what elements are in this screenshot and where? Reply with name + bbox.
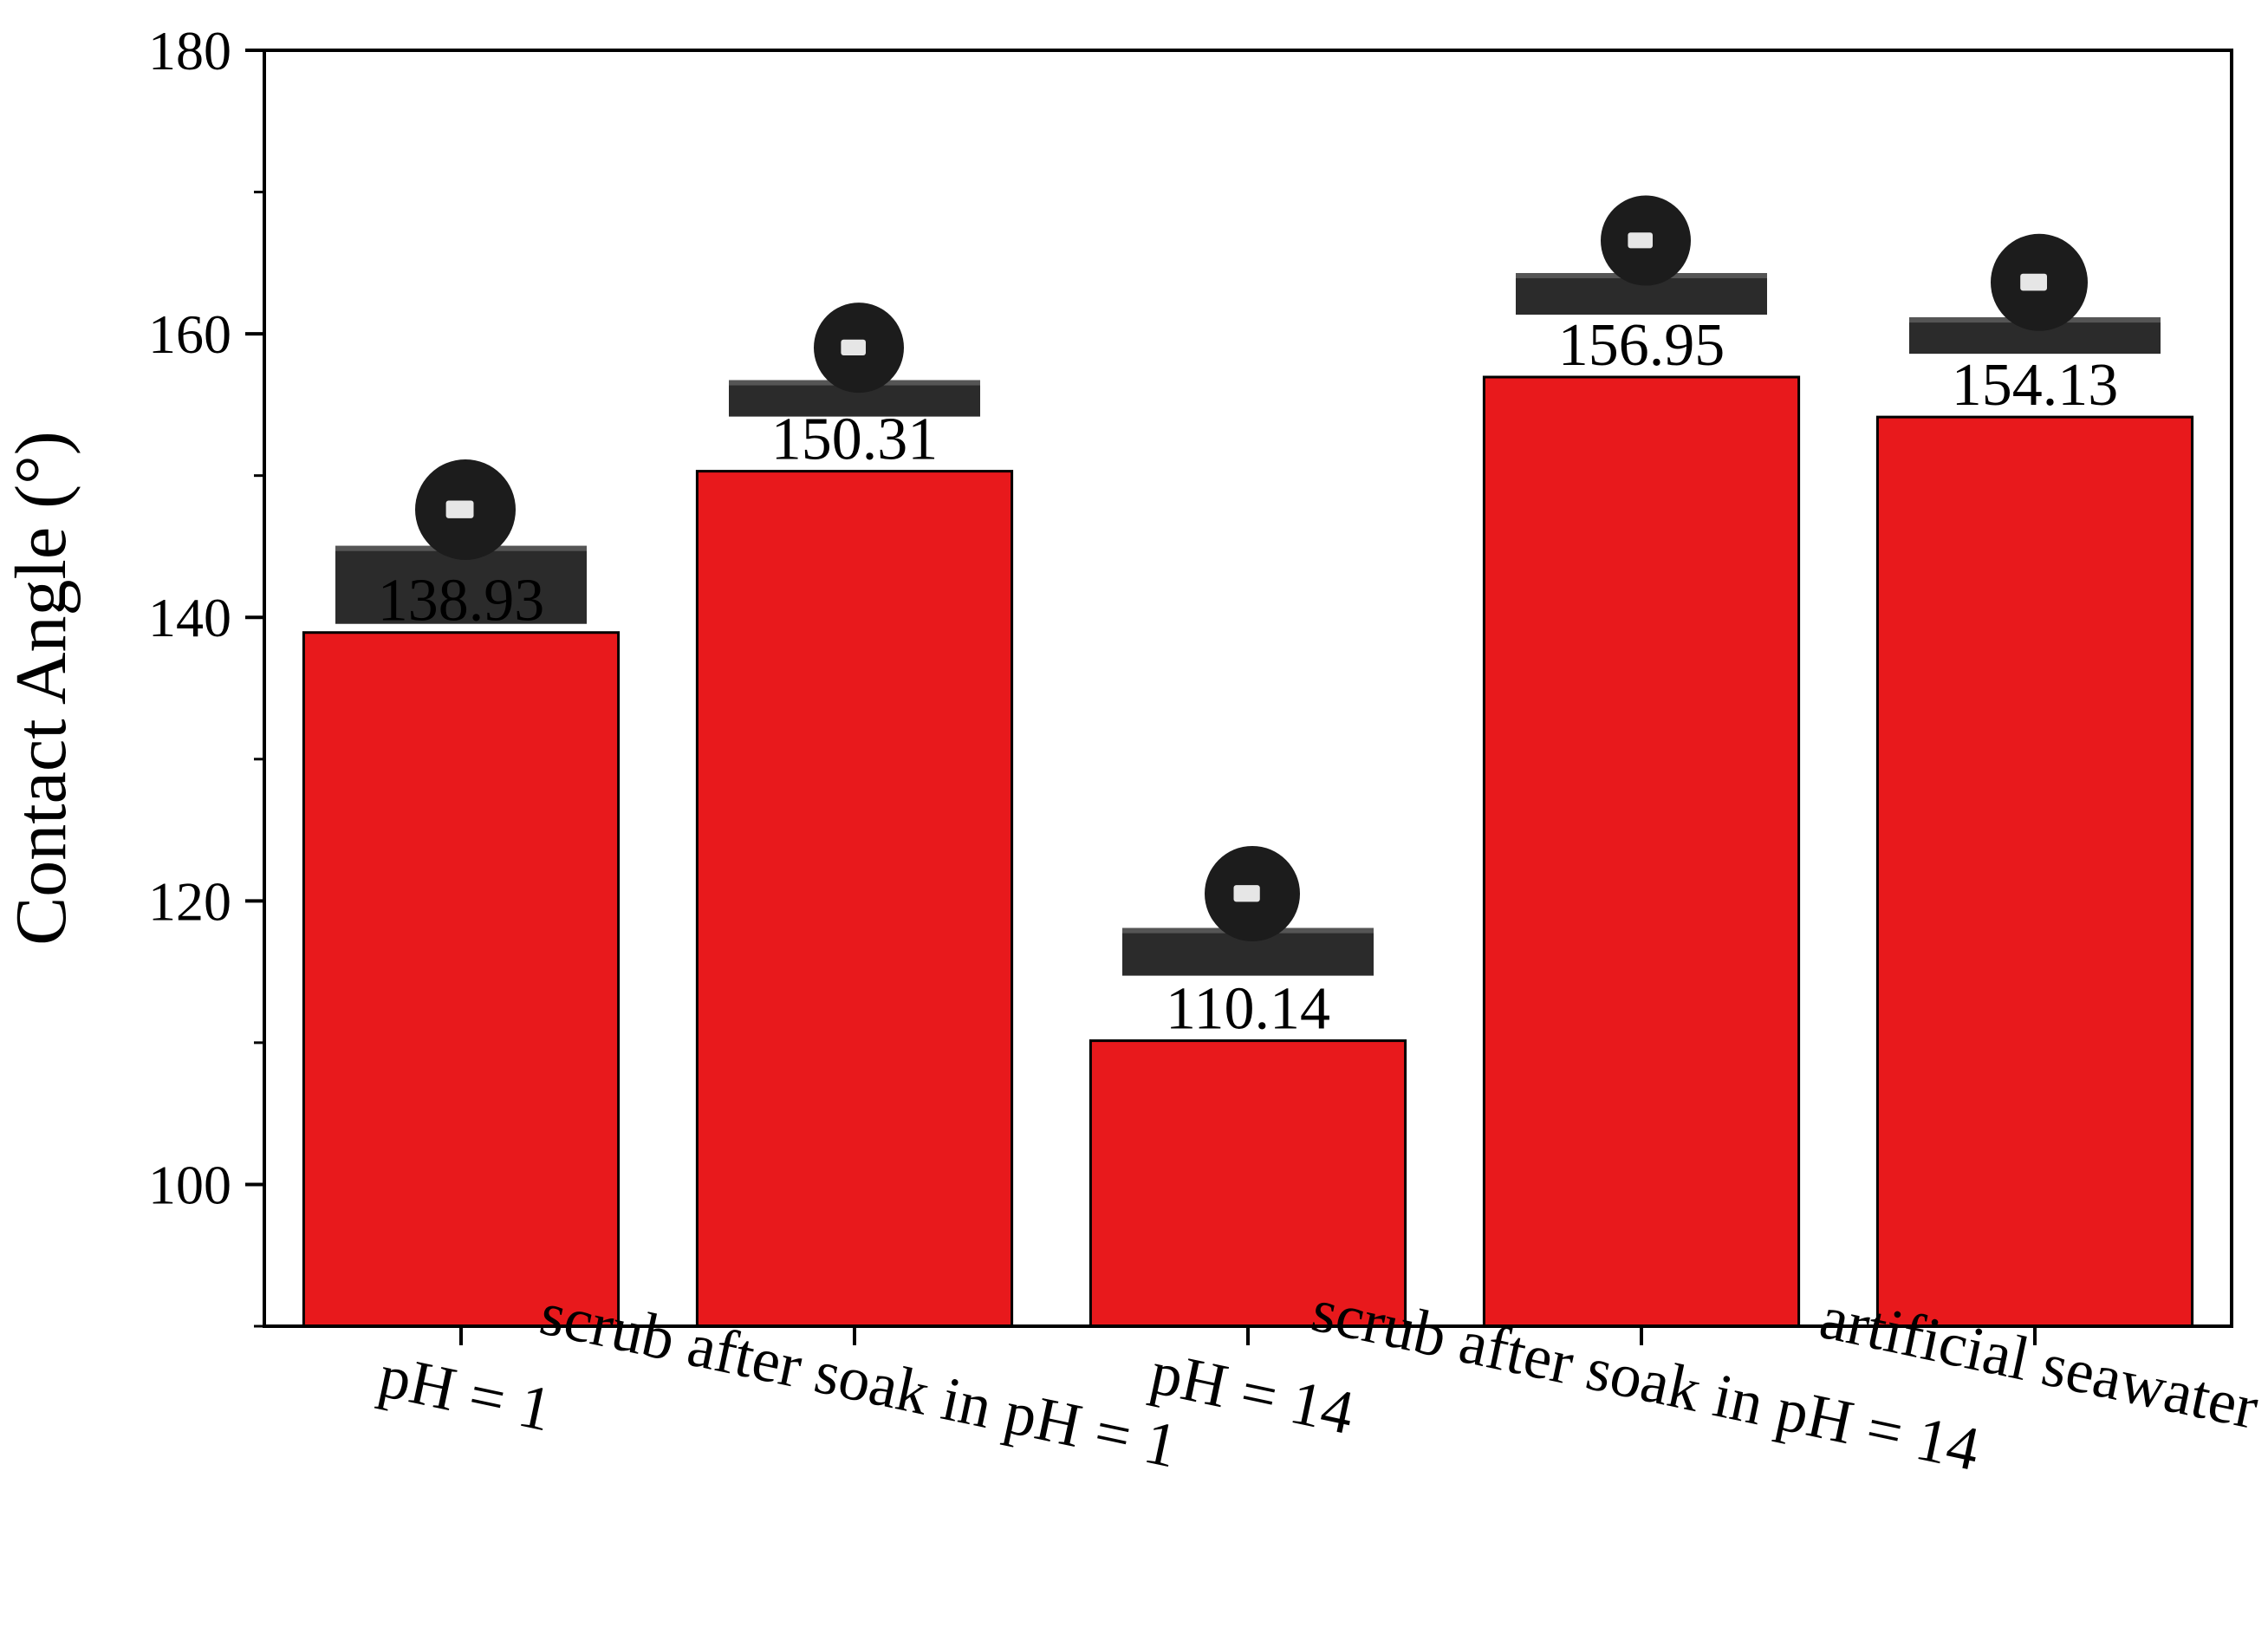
droplet-insets <box>335 195 2161 976</box>
bar-value-label: 154.13 <box>1952 352 2119 419</box>
y-tick-label: 120 <box>148 870 231 932</box>
bar <box>1089 1039 1407 1328</box>
y-tick-label: 180 <box>148 20 231 81</box>
bar-value-label: 138.93 <box>378 568 545 635</box>
y-axis-title: Contact Angle (°) <box>1 431 81 945</box>
y-tick-label: 100 <box>148 1154 231 1215</box>
y-tick-label: 160 <box>148 303 231 365</box>
droplet-inset-image <box>335 459 587 624</box>
bar <box>302 631 621 1328</box>
bar-value-label: 156.95 <box>1558 312 1725 379</box>
bar-value-label: 150.31 <box>771 407 939 473</box>
bar <box>1875 415 2194 1328</box>
droplet-inset-image <box>1122 845 1374 976</box>
droplet-inset-image <box>1909 233 2161 355</box>
droplet-inset-image <box>729 303 980 417</box>
y-tick-label: 140 <box>148 587 231 648</box>
bar <box>695 470 1014 1328</box>
plot-frame <box>263 49 2233 1328</box>
bar <box>1482 375 1801 1328</box>
x-category-label: pH = 1 <box>374 1341 558 1445</box>
bars <box>302 375 2194 1328</box>
bar-value-label: 110.14 <box>1166 976 1330 1043</box>
droplet-inset-image <box>1516 195 1767 315</box>
value-labels: 138.93 150.31 110.14 156.95 154.13 <box>378 312 2119 1043</box>
